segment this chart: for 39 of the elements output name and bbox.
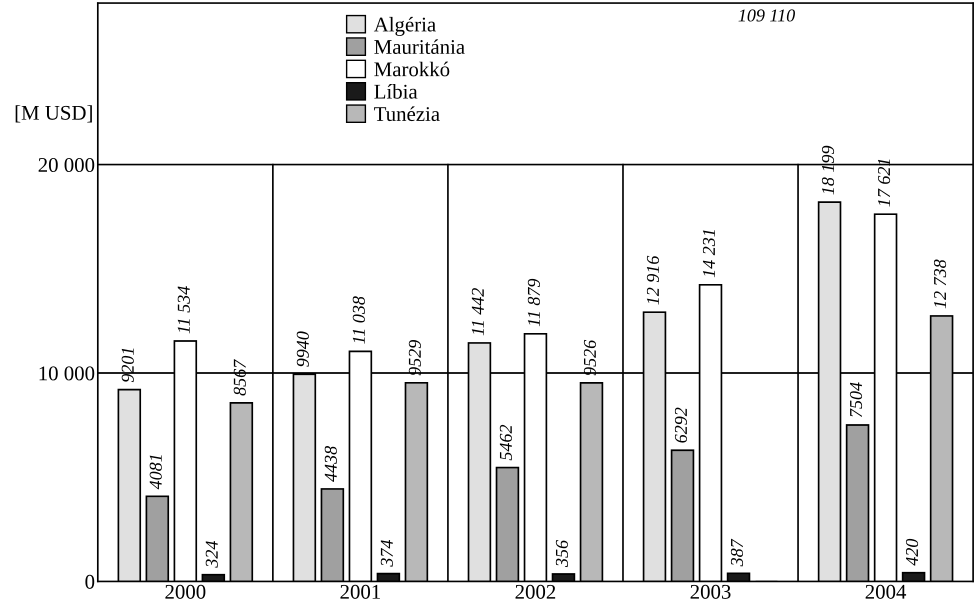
text: 109 110: [738, 9, 795, 22]
y-tick-label: 10 000: [40, 366, 94, 380]
data-label: 11 534: [178, 286, 190, 334]
data-label: 17 621: [878, 160, 890, 207]
data-label: 8567: [234, 359, 246, 396]
x-tick-label: 2000: [165, 584, 206, 599]
data-label: 11 442: [472, 288, 484, 336]
data-label: 374: [380, 540, 393, 567]
data-label: 420: [906, 538, 918, 566]
data-label: 324: [206, 541, 218, 568]
data-label: 9940: [296, 331, 309, 367]
y-tick-label: 0: [85, 574, 94, 589]
y-tick-label: 20 000: [38, 158, 94, 172]
legend-label: Líbia: [374, 84, 418, 99]
data-label: 18 199: [822, 146, 834, 195]
data-label: 5462: [500, 424, 512, 460]
data-label: 12 916: [646, 256, 660, 305]
x-tick-label: 2002: [516, 584, 556, 599]
data-label: 11 038: [352, 296, 365, 344]
data-label: 387: [730, 538, 744, 566]
y-axis-title: [M USD]: [16, 105, 92, 122]
legend-label: Mauritánia: [374, 39, 465, 54]
data-label: 14 231: [702, 230, 716, 278]
x-tick-label: 2004: [866, 584, 906, 599]
x-tick-label: 2003: [690, 584, 731, 599]
data-label: 9201: [122, 348, 134, 382]
legend-label: Marokkó: [374, 62, 450, 76]
data-label: 356: [556, 540, 568, 568]
data-label: 7504: [850, 382, 862, 418]
data-label: 12 738: [934, 260, 946, 308]
data-label: 4081: [150, 455, 162, 490]
data-label: 11 879: [528, 278, 540, 326]
legend-label: Tunézia: [374, 106, 440, 122]
data-label: 9529: [408, 340, 421, 376]
data-label: 4438: [324, 446, 337, 482]
x-tick-label: 2001: [340, 584, 380, 599]
legend-label: Algéria: [374, 16, 436, 36]
data-label: 6292: [674, 408, 688, 443]
data-label: 9526: [584, 340, 596, 376]
